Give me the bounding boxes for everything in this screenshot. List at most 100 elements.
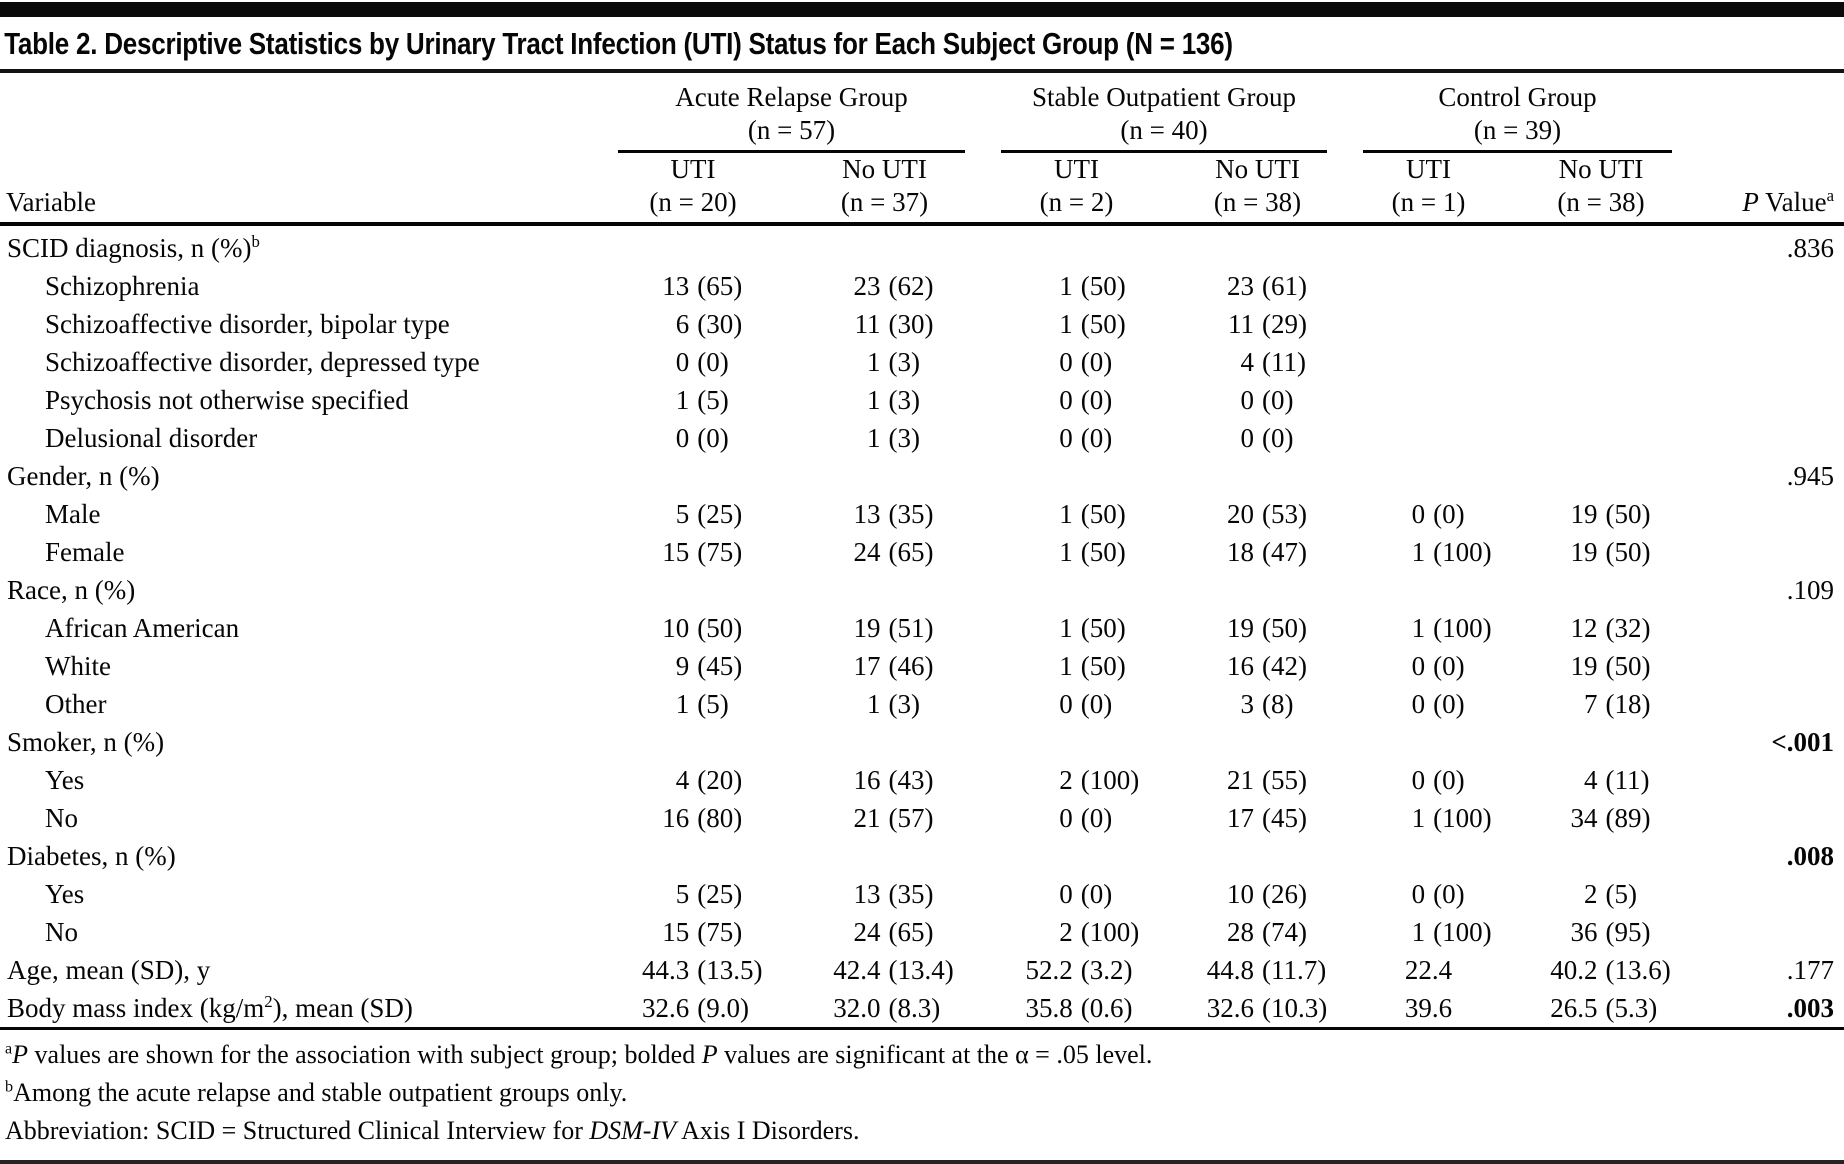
row-label: Gender, n (%): [0, 457, 600, 495]
subcolumn-header-uti-3: UTI (n = 1): [1345, 153, 1513, 226]
p-value-cell: .177: [1786, 955, 1835, 985]
value-percent: (0): [1433, 879, 1465, 909]
subcolumn-header-uti-2: UTI (n = 2): [983, 153, 1170, 226]
text: Smoker, n (%): [7, 727, 165, 757]
value-cell: [1345, 381, 1512, 419]
value: 28 (74): [1170, 913, 1345, 951]
value-percent: (50): [1605, 499, 1651, 529]
p-value-label-italic: P: [1742, 187, 1759, 217]
p-value-label-rest: Value: [1758, 187, 1827, 217]
value-count: 10: [662, 613, 690, 643]
value-count: 1: [1059, 271, 1073, 301]
value-cell: 35.8 (0.6): [983, 989, 1170, 1030]
value-percent: (100): [1080, 917, 1140, 947]
value-count: 0: [1059, 423, 1073, 453]
value-cell: 15 (75): [600, 913, 786, 951]
table-row: Female 15 (75) 24 (65) 1 (50) 18 (47) 1 (100) 19 (50…: [0, 533, 1844, 571]
value-count: 12: [1570, 613, 1598, 643]
value-percent: (50): [697, 613, 743, 643]
p-value-superscript: a: [1826, 186, 1835, 205]
value-count: 40.2: [1550, 955, 1598, 985]
value: 16 (80): [600, 799, 786, 837]
value-cell: 5 (25): [600, 875, 786, 913]
value-percent: (30): [888, 309, 934, 339]
bottom-rule: [0, 1160, 1844, 1164]
value-percent: (65): [697, 271, 743, 301]
group-n: (n = 39): [1473, 115, 1562, 145]
value-cell: [983, 837, 1170, 875]
table-header: Acute Relapse Group (n = 57) Stable Outp…: [0, 73, 1844, 226]
value-percent: (100): [1433, 803, 1492, 833]
value-cell: 10 (50): [600, 609, 786, 647]
value-cell: 0 (0): [983, 381, 1170, 419]
value-cell: 19 (50): [1512, 533, 1690, 571]
value-percent: (35): [888, 879, 934, 909]
table-row: Schizophrenia 13 (65) 23 (62) 1 (50) 23 (61): [0, 267, 1844, 305]
value: 32.0 (8.3): [786, 989, 983, 1027]
value-percent: (61): [1262, 271, 1307, 301]
value-percent: (5): [697, 385, 729, 415]
value: 4 (11): [1512, 761, 1690, 799]
value-cell: 32.0 (8.3): [786, 989, 983, 1030]
value-cell: 7 (18): [1512, 685, 1690, 723]
value: 0 (0): [1345, 495, 1512, 533]
value: 32.6 (10.3): [1170, 989, 1345, 1027]
p-value-cell: .945: [1786, 461, 1835, 491]
value-count: 19: [1570, 651, 1598, 681]
value-cell: [1345, 419, 1512, 457]
text: Schizophrenia: [45, 271, 200, 301]
value-percent: (20): [697, 765, 743, 795]
value-percent: (75): [697, 537, 743, 567]
value-count: 3: [1240, 689, 1255, 719]
value: 1 (100): [1345, 913, 1512, 951]
subcolumn-header-row: Variable UTI (n = 20) No UTI (n = 37) UT…: [0, 153, 1844, 226]
p-value-cell: .109: [1786, 575, 1835, 605]
value: 20 (53): [1170, 495, 1345, 533]
value-count: 21: [853, 803, 881, 833]
value-cell: 2 (100): [983, 761, 1170, 799]
value-cell: 0 (0): [1345, 647, 1512, 685]
value-cell: 44.8 (11.7): [1170, 951, 1345, 989]
value: 0 (0): [983, 381, 1170, 419]
value: 2 (5): [1512, 875, 1690, 913]
value-cell: [1345, 457, 1512, 495]
value-cell: 40.2 (13.6): [1512, 951, 1690, 989]
value-cell: 13 (35): [786, 875, 983, 913]
value: 32.6 (9.0): [600, 989, 786, 1027]
value-percent: (3): [888, 689, 921, 719]
value-cell: 26.5 (5.3): [1512, 989, 1691, 1030]
value-cell: 1 (3): [786, 419, 983, 457]
value-cell: [600, 837, 786, 875]
subcolumn-header-nouti-2: No UTI (n = 38): [1170, 153, 1346, 226]
value-cell: 15 (75): [600, 533, 786, 571]
value-count: 0: [1411, 765, 1426, 795]
table-row: White 9 (45) 17 (46) 1 (50) 16 (42) 0 (0) 19 (50): [0, 647, 1844, 685]
value: 22.4: [1345, 951, 1512, 989]
value-percent: (5): [697, 689, 729, 719]
value: 0 (0): [1170, 419, 1345, 457]
value-cell: 1 (3): [786, 381, 983, 419]
value-cell: 39.6: [1345, 989, 1513, 1030]
text: Male: [45, 499, 101, 529]
value-cell: 10 (26): [1170, 875, 1345, 913]
value-count: 0: [1411, 651, 1426, 681]
table-row: Male 5 (25) 13 (35) 1 (50) 20 (53) 0 (0) 19 (50): [0, 495, 1844, 533]
value-cell: 17 (46): [786, 647, 983, 685]
value-cell: 42.4 (13.4): [786, 951, 983, 989]
value-cell: 20 (53): [1170, 495, 1345, 533]
value-percent: (50): [1080, 309, 1126, 339]
value-cell: 9 (45): [600, 647, 786, 685]
value-percent: (9.0): [697, 993, 749, 1023]
value-count: 23: [1227, 271, 1254, 301]
value: 1 (50): [983, 609, 1170, 647]
value-count: 11: [854, 309, 881, 339]
value-count: 42.4: [833, 955, 881, 985]
value: 19 (50): [1512, 647, 1690, 685]
spacer-cell: [0, 73, 600, 153]
value-count: 16: [853, 765, 881, 795]
value: 1 (3): [786, 419, 983, 457]
value-percent: (43): [888, 765, 934, 795]
value-percent: (50): [1080, 271, 1126, 301]
value-count: 20: [1227, 499, 1254, 529]
p-value-cell: <.001: [1771, 727, 1835, 757]
